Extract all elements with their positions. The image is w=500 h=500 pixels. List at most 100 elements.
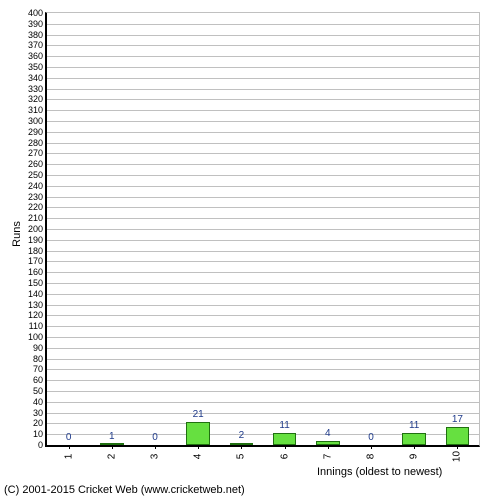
y-tick-label: 270 — [28, 148, 43, 158]
gridline — [47, 218, 479, 219]
y-tick-label: 40 — [33, 397, 43, 407]
x-tick-mark — [69, 445, 70, 449]
bar — [186, 422, 210, 445]
x-tick-mark — [457, 445, 458, 449]
gridline — [47, 283, 479, 284]
y-tick-label: 390 — [28, 19, 43, 29]
x-tick-mark — [241, 445, 242, 449]
x-tick-mark — [155, 445, 156, 449]
y-tick-label: 10 — [33, 429, 43, 439]
gridline — [47, 207, 479, 208]
y-axis-label: Runs — [11, 221, 23, 247]
gridline — [47, 35, 479, 36]
gridline — [47, 45, 479, 46]
gridline — [47, 315, 479, 316]
x-tick-mark — [285, 445, 286, 449]
gridline — [47, 261, 479, 262]
bar-value-label: 21 — [193, 409, 204, 420]
gridline — [47, 197, 479, 198]
bar-value-label: 17 — [452, 414, 463, 425]
x-tick-label: 5 — [236, 454, 247, 460]
x-tick-label: 8 — [366, 454, 377, 460]
y-tick-label: 350 — [28, 62, 43, 72]
y-tick-label: 90 — [33, 343, 43, 353]
gridline — [47, 132, 479, 133]
y-tick-label: 60 — [33, 375, 43, 385]
bar-value-label: 1 — [109, 431, 115, 442]
y-tick-label: 20 — [33, 418, 43, 428]
copyright-text: (C) 2001-2015 Cricket Web (www.cricketwe… — [4, 484, 245, 496]
bar-value-label: 4 — [325, 428, 331, 439]
y-tick-label: 280 — [28, 138, 43, 148]
y-tick-label: 30 — [33, 408, 43, 418]
gridline — [47, 413, 479, 414]
gridline — [47, 272, 479, 273]
y-tick-label: 340 — [28, 73, 43, 83]
bar-value-label: 0 — [66, 432, 72, 443]
x-tick-mark — [328, 445, 329, 449]
y-tick-label: 150 — [28, 278, 43, 288]
y-tick-label: 220 — [28, 202, 43, 212]
gridline — [47, 391, 479, 392]
x-tick-label: 9 — [409, 454, 420, 460]
y-tick-label: 130 — [28, 300, 43, 310]
gridline — [47, 294, 479, 295]
gridline — [47, 121, 479, 122]
gridline — [47, 164, 479, 165]
y-tick-label: 330 — [28, 84, 43, 94]
gridline — [47, 359, 479, 360]
y-tick-label: 400 — [28, 8, 43, 18]
gridline — [47, 186, 479, 187]
y-tick-label: 290 — [28, 127, 43, 137]
gridline — [47, 89, 479, 90]
y-tick-label: 360 — [28, 51, 43, 61]
y-tick-label: 200 — [28, 224, 43, 234]
gridline — [47, 348, 479, 349]
y-tick-label: 300 — [28, 116, 43, 126]
chart-container: 0102030405060708090100110120130140150160… — [0, 0, 500, 500]
bar-value-label: 0 — [368, 432, 374, 443]
gridline — [47, 67, 479, 68]
gridline — [47, 240, 479, 241]
y-tick-label: 370 — [28, 40, 43, 50]
y-tick-label: 380 — [28, 30, 43, 40]
x-tick-label: 1 — [63, 454, 74, 460]
x-tick-label: 7 — [322, 454, 333, 460]
y-tick-label: 230 — [28, 192, 43, 202]
gridline — [47, 229, 479, 230]
x-tick-mark — [414, 445, 415, 449]
x-tick-mark — [112, 445, 113, 449]
gridline — [47, 153, 479, 154]
bar — [273, 433, 297, 445]
gridline — [47, 110, 479, 111]
bar — [402, 433, 426, 445]
gridline — [47, 175, 479, 176]
gridline — [47, 78, 479, 79]
x-tick-label: 2 — [106, 454, 117, 460]
gridline — [47, 305, 479, 306]
y-tick-label: 310 — [28, 105, 43, 115]
y-tick-label: 80 — [33, 354, 43, 364]
bar-value-label: 11 — [409, 420, 419, 431]
gridline — [47, 24, 479, 25]
gridline — [47, 380, 479, 381]
plot-area: 0102030405060708090100110120130140150160… — [45, 12, 480, 447]
gridline — [47, 56, 479, 57]
gridline — [47, 143, 479, 144]
bar-value-label: 0 — [152, 432, 158, 443]
y-tick-label: 70 — [33, 364, 43, 374]
y-tick-label: 100 — [28, 332, 43, 342]
x-axis-label: Innings (oldest to newest) — [317, 466, 442, 478]
gridline — [47, 337, 479, 338]
gridline — [47, 402, 479, 403]
x-tick-label: 6 — [279, 454, 290, 460]
gridline — [47, 326, 479, 327]
y-tick-label: 160 — [28, 267, 43, 277]
gridline — [47, 251, 479, 252]
y-tick-label: 140 — [28, 289, 43, 299]
y-tick-label: 120 — [28, 310, 43, 320]
bar — [446, 427, 470, 445]
x-tick-mark — [371, 445, 372, 449]
gridline — [47, 99, 479, 100]
y-tick-label: 180 — [28, 246, 43, 256]
